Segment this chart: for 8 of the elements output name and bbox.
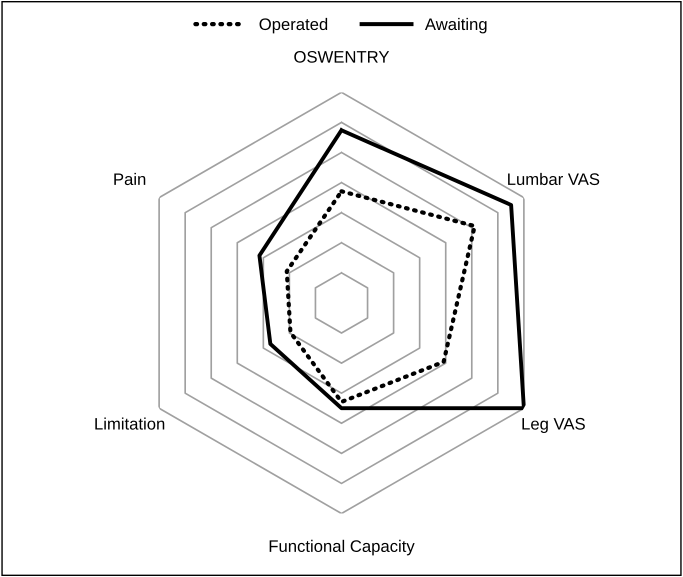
spoke-label: Functional Capacity [270,540,415,556]
spoke-label: Leg VAS [522,418,585,434]
spoke-label: Limitation [95,417,164,430]
spoke-label: Pain [114,172,146,186]
spoke-label: Lumbar VAS [508,172,600,186]
legend-label: Awaiting [424,18,487,34]
legend-label: Operated [260,18,328,34]
spoke-label: OSWENTRY [294,50,390,63]
